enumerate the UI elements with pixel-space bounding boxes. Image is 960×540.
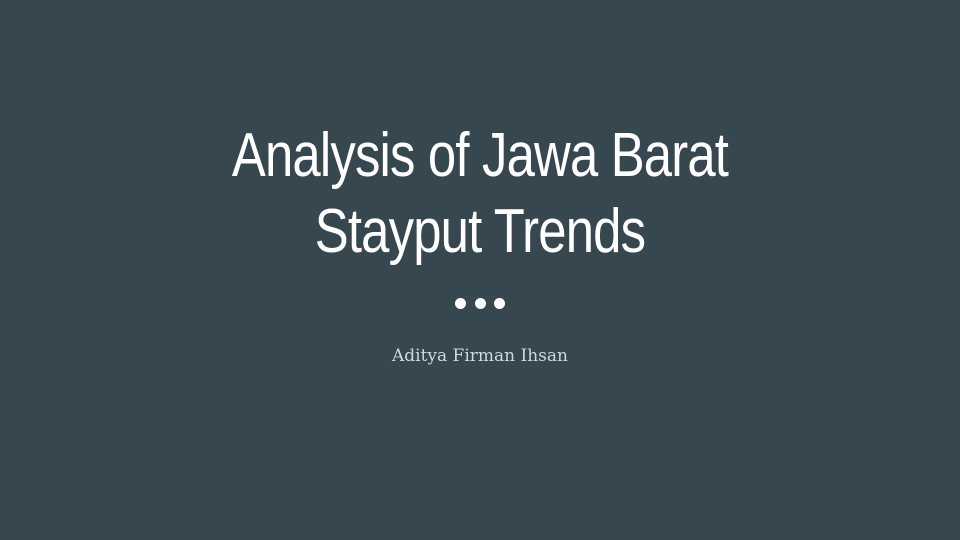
dot-icon (494, 297, 505, 309)
dot-icon (455, 297, 466, 309)
three-dots-divider-icon (455, 297, 505, 309)
dot-icon (474, 297, 486, 309)
slide-title-line-1: Analysis of Jawa Barat (231, 121, 729, 190)
slide-title: Analysis of Jawa Barat Stayput Trends (86, 118, 873, 270)
slide-subtitle-author: Aditya Firman Ihsan (391, 346, 568, 366)
slide-title-line-2: Stayput Trends (314, 197, 646, 266)
